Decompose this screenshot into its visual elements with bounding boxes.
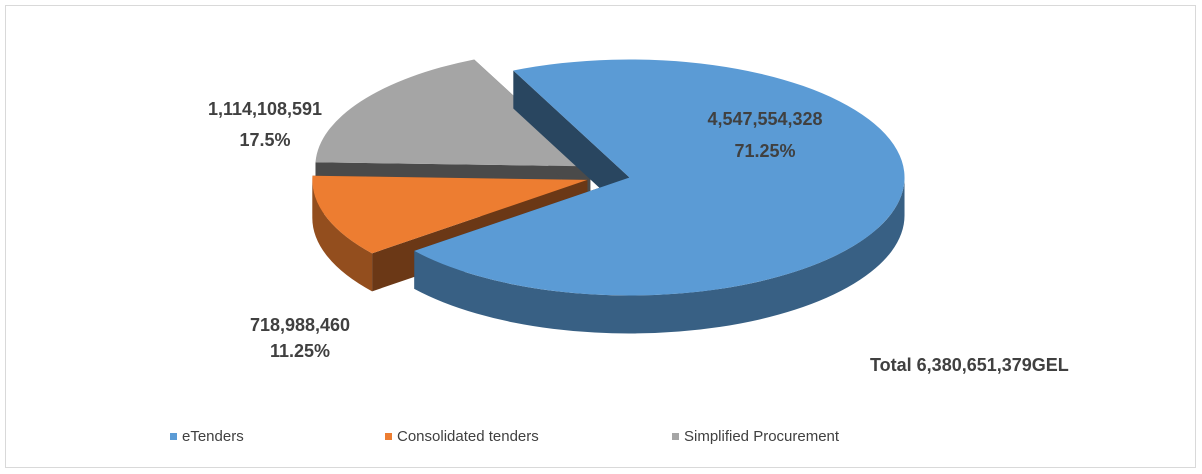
legend-marker — [170, 433, 177, 440]
data-label-amount: 4,547,554,328 — [707, 109, 822, 129]
data-label-percent: 71.25% — [734, 141, 795, 161]
slice-top — [312, 175, 588, 254]
legend-label: Consolidated tenders — [397, 428, 539, 445]
legend-label: eTenders — [182, 428, 244, 445]
legend-label: Simplified Procurement — [684, 428, 840, 445]
slice-top — [315, 59, 591, 167]
data-label-percent: 11.25% — [270, 341, 330, 361]
slice-wall — [513, 70, 630, 216]
legend-marker — [672, 433, 679, 440]
total-text: Total 6,380,651,379GEL — [870, 355, 1069, 375]
total-label: Total — [870, 355, 912, 375]
data-label-percent: 17.5% — [239, 130, 290, 150]
total-unit: GEL — [1032, 355, 1069, 375]
slice — [414, 59, 905, 334]
slice-top — [414, 59, 905, 296]
legend-marker — [385, 433, 392, 440]
data-label-amount: 1,114,108,591 — [208, 99, 322, 119]
slice-side — [312, 179, 373, 292]
total-value: 6,380,651,379 — [917, 355, 1032, 375]
slice-side — [414, 177, 905, 334]
data-label-amount: 718,988,460 — [250, 315, 350, 335]
